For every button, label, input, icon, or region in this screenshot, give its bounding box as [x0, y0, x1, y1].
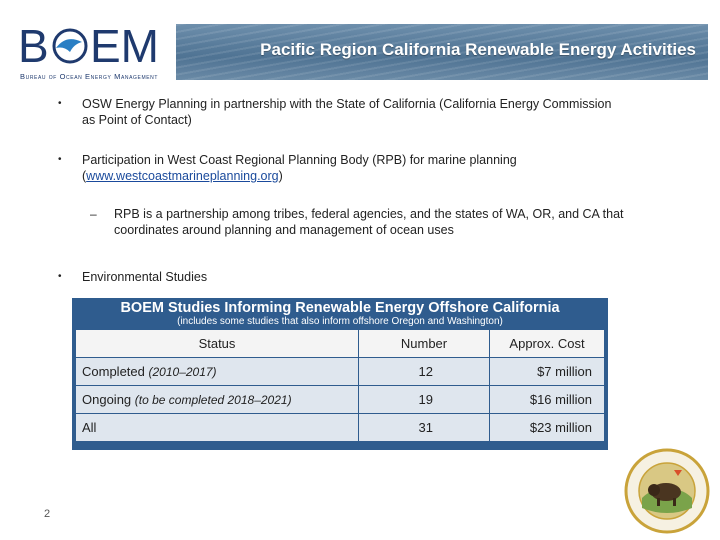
table-header-row: Status Number Approx. Cost [75, 329, 605, 358]
bullet-text-after: ) [278, 169, 283, 183]
status-label: Completed [82, 364, 145, 379]
number-cell: 31 [358, 413, 490, 442]
title-banner: Pacific Region California Renewable Ener… [176, 24, 708, 80]
svg-text:EM: EM [90, 22, 159, 72]
bullet-osw-planning: • OSW Energy Planning in partnership wit… [58, 96, 618, 130]
logo-subtitle: Bureau of Ocean Energy Management [20, 72, 159, 81]
status-label: All [82, 420, 97, 435]
status-period: (2010–2017) [148, 365, 217, 379]
cost-cell: $23 million [489, 413, 605, 442]
table-row: Ongoing (to be completed 2018–2021) 19 $… [75, 385, 605, 414]
number-cell: 12 [358, 357, 490, 386]
cost-cell: $7 million [489, 357, 605, 386]
bullet-dot: • [58, 98, 62, 109]
status-label: Ongoing [82, 392, 132, 407]
bullet-rpb-participation: • Participation in West Coast Regional P… [58, 152, 618, 186]
status-cell: All [75, 413, 359, 442]
studies-table-header: BOEM Studies Informing Renewable Energy … [72, 298, 608, 330]
studies-table: BOEM Studies Informing Renewable Energy … [72, 298, 608, 450]
bullet-text: Participation in West Coast Regional Pla… [82, 152, 602, 184]
bullet-text-before: Participation in West Coast Regional Pla… [82, 153, 517, 183]
status-period: (to be completed 2018–2021) [134, 393, 292, 407]
interior-department-seal [624, 448, 710, 534]
column-header-status: Status [75, 329, 359, 358]
subbullet-rpb-partnership: – RPB is a partnership among tribes, fed… [90, 206, 680, 240]
bullet-dot: • [58, 154, 62, 165]
table-row: Completed (2010–2017) 12 $7 million [75, 357, 605, 386]
status-cell: Ongoing (to be completed 2018–2021) [75, 385, 359, 414]
seal-icon [624, 448, 710, 534]
number-cell: 19 [358, 385, 490, 414]
studies-grid: Status Number Approx. Cost Completed (20… [75, 329, 605, 442]
page-title: Pacific Region California Renewable Ener… [260, 40, 696, 59]
dash-marker: – [90, 207, 97, 221]
status-cell: Completed (2010–2017) [75, 357, 359, 386]
studies-table-title: BOEM Studies Informing Renewable Energy … [120, 300, 560, 316]
svg-text:B: B [18, 22, 50, 72]
page-number: 2 [44, 508, 51, 520]
studies-table-subtitle: (includes some studies that also inform … [177, 316, 503, 327]
boem-logo-mark: B EM [18, 20, 159, 72]
bullet-text: RPB is a partnership among tribes, feder… [114, 207, 624, 237]
column-header-cost: Approx. Cost [489, 329, 605, 358]
boem-logo: B EM Bureau of Ocean Energy Management [18, 20, 170, 82]
table-row: All 31 $23 million [75, 413, 605, 442]
column-header-number: Number [358, 329, 490, 358]
cost-cell: $16 million [489, 385, 605, 414]
bullet-dot: • [58, 271, 62, 282]
westcoast-marine-planning-link[interactable]: www.westcoastmarineplanning.org [86, 169, 279, 183]
bullet-text: OSW Energy Planning in partnership with … [82, 97, 612, 127]
bullet-text: Environmental Studies [82, 270, 208, 284]
bullet-environmental-studies: • Environmental Studies [58, 269, 358, 287]
